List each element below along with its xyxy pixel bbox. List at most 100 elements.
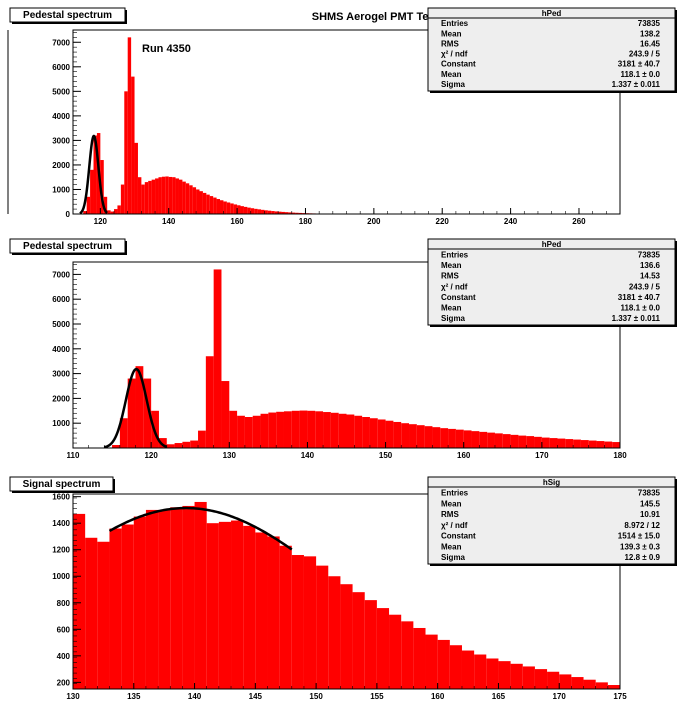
histogram-bar	[189, 185, 192, 214]
histogram-bar	[195, 502, 207, 689]
histogram-bar	[608, 685, 620, 689]
stats-row-value: 1514 ± 15.0	[618, 532, 661, 541]
y-tick-label: 4000	[52, 345, 70, 354]
x-tick-label: 220	[436, 217, 450, 226]
x-tick-label: 120	[94, 217, 108, 226]
histogram-bar	[534, 437, 542, 448]
x-tick-label: 110	[67, 451, 80, 460]
histogram-bar	[264, 210, 267, 214]
stats-row-label: Sigma	[441, 314, 466, 323]
x-tick-label: 120	[144, 451, 158, 460]
histogram-bar	[138, 177, 141, 214]
histogram-bar	[409, 424, 417, 448]
x-tick-label: 260	[572, 217, 586, 226]
stats-row-label: Mean	[441, 542, 462, 551]
stats-row-label: Sigma	[441, 80, 466, 89]
stats-row-label: Constant	[441, 293, 476, 302]
x-tick-label: 150	[379, 451, 393, 460]
y-tick-label: 1200	[52, 546, 70, 555]
histogram-bar	[559, 674, 571, 689]
histogram-bar	[597, 441, 605, 448]
stats-row-value: 138.2	[640, 29, 661, 38]
y-tick-label: 5000	[52, 87, 70, 96]
stats-row-label: Entries	[441, 19, 469, 28]
histogram-bar	[339, 414, 347, 448]
stats-row-value: 14.53	[640, 272, 661, 281]
histogram-bar	[237, 416, 245, 448]
x-tick-label: 130	[223, 451, 237, 460]
histogram-bar	[229, 411, 237, 448]
stats-row-value: 73835	[638, 489, 661, 498]
histogram-bar	[169, 177, 172, 214]
histogram-bar	[557, 439, 565, 448]
y-tick-label: 2000	[52, 394, 70, 403]
histogram-bar	[210, 196, 213, 214]
y-tick-label: 1000	[52, 185, 70, 194]
stats-row-value: 73835	[638, 251, 661, 260]
histogram-bar	[292, 555, 304, 689]
x-tick-label: 140	[188, 692, 202, 701]
x-tick-label: 240	[504, 217, 518, 226]
histogram-bar	[182, 506, 194, 689]
stats-row-value: 3181 ± 40.7	[618, 293, 661, 302]
histogram-bar	[131, 77, 134, 214]
stats-row-value: 118.1 ± 0.0	[620, 303, 660, 312]
x-tick-label: 135	[127, 692, 141, 701]
stats-row-value: 73835	[638, 19, 661, 28]
histogram-bar	[146, 510, 158, 689]
histogram-bar	[203, 193, 206, 214]
histogram-bar	[472, 431, 480, 448]
stats-row-label: RMS	[441, 272, 459, 281]
histogram-bar	[389, 615, 401, 689]
chart-title: Pedestal spectrum	[23, 241, 112, 252]
histogram-bar	[503, 434, 511, 448]
histogram-bar	[547, 672, 559, 689]
x-tick-label: 160	[230, 217, 244, 226]
x-tick-label: 160	[457, 451, 471, 460]
histogram-bar	[370, 418, 378, 448]
histogram-bar	[331, 413, 339, 448]
y-tick-label: 1400	[52, 519, 70, 528]
histogram-bar	[479, 432, 487, 448]
histogram-bar	[255, 532, 267, 689]
stats-row-label: Constant	[441, 532, 476, 541]
histogram-bar	[221, 381, 229, 448]
histogram-bar	[448, 429, 456, 448]
x-tick-label: 180	[613, 451, 627, 460]
histogram-bar	[464, 430, 472, 448]
histogram-bar	[254, 209, 257, 214]
histogram-bar	[581, 440, 589, 448]
histogram-bar	[487, 433, 495, 448]
histogram-bar	[518, 436, 526, 448]
stats-row-label: Constant	[441, 60, 476, 69]
histogram-bar	[117, 205, 120, 214]
histogram-bar	[440, 428, 448, 448]
histogram-bar	[253, 416, 261, 448]
stats-row-value: 10.91	[640, 510, 661, 519]
histogram-bar	[347, 415, 355, 448]
y-tick-label: 3000	[52, 370, 70, 379]
histogram-bar	[244, 207, 247, 214]
x-tick-label: 155	[370, 692, 384, 701]
histogram-bar	[114, 209, 117, 214]
histogram-bar	[328, 576, 340, 689]
histogram-bar	[323, 412, 331, 448]
stats-row-label: χ² / ndf	[441, 282, 468, 291]
histogram-bar	[426, 635, 438, 689]
histogram-bar	[124, 91, 127, 214]
histogram-bar	[247, 208, 250, 214]
histogram-bar	[97, 542, 109, 689]
stats-row-value: 1.337 ± 0.011	[612, 80, 661, 89]
x-tick-label: 165	[492, 692, 506, 701]
histogram-bar	[315, 411, 323, 448]
histogram-bar	[284, 411, 292, 448]
stats-row-label: Sigma	[441, 553, 466, 562]
stats-name: hPed	[542, 9, 562, 18]
y-tick-label: 7000	[52, 270, 70, 279]
y-tick-label: 1000	[52, 572, 70, 581]
histogram-bar	[584, 680, 596, 689]
